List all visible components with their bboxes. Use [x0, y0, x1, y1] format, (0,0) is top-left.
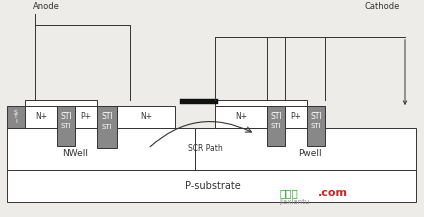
Text: STI: STI: [102, 124, 112, 130]
Bar: [267, 106, 285, 146]
Bar: [7, 170, 416, 202]
Text: N+: N+: [235, 112, 247, 122]
Text: STI: STI: [310, 112, 322, 122]
Text: .com: .com: [318, 188, 348, 198]
Text: jiaxiantu: jiaxiantu: [279, 199, 310, 205]
Text: S
T
I: S T I: [14, 110, 18, 124]
Bar: [57, 106, 75, 146]
Bar: [215, 106, 267, 128]
Bar: [215, 100, 307, 106]
Text: N+: N+: [35, 112, 47, 122]
Text: P-substrate: P-substrate: [185, 181, 241, 191]
Text: STI: STI: [60, 112, 72, 122]
Bar: [7, 128, 195, 170]
Text: SCR Path: SCR Path: [188, 144, 222, 153]
Bar: [75, 106, 97, 128]
Text: STI: STI: [101, 112, 113, 122]
Bar: [7, 106, 25, 128]
Text: STI: STI: [61, 123, 71, 129]
Text: Anode: Anode: [33, 2, 60, 11]
Text: 接线图: 接线图: [280, 188, 299, 198]
Text: STI: STI: [311, 123, 321, 129]
Bar: [25, 106, 57, 128]
Bar: [97, 106, 117, 128]
Text: N+: N+: [140, 112, 152, 122]
Bar: [57, 106, 75, 128]
Bar: [285, 106, 307, 128]
Text: STI: STI: [270, 112, 282, 122]
Bar: [307, 106, 325, 128]
Text: P+: P+: [81, 112, 92, 122]
Text: P+: P+: [290, 112, 301, 122]
Bar: [307, 106, 325, 146]
Bar: [195, 128, 416, 170]
Text: Cathode: Cathode: [365, 2, 400, 11]
Text: STI: STI: [271, 123, 281, 129]
Bar: [97, 106, 117, 148]
Bar: [267, 106, 285, 128]
Bar: [117, 106, 175, 128]
Text: NWell: NWell: [62, 149, 88, 158]
Text: Pwell: Pwell: [298, 149, 322, 158]
Bar: [25, 100, 97, 106]
Bar: [180, 99, 218, 104]
